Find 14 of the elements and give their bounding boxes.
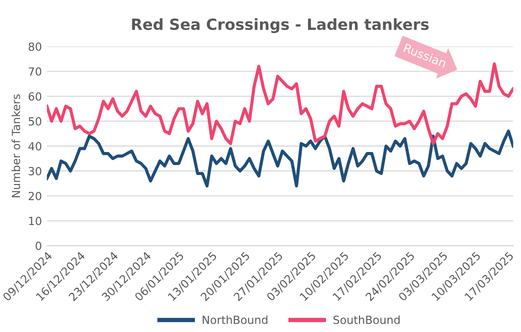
y-tick-label: 70 bbox=[28, 67, 42, 76]
y-tick-label: 60 bbox=[28, 92, 42, 101]
y-tick-label: 20 bbox=[28, 192, 42, 200]
y-tick-label: 80 bbox=[28, 42, 42, 51]
line-series bbox=[46, 130, 514, 188]
legend-label: SouthBound bbox=[333, 315, 400, 324]
chart-title: Red Sea Crossings - Laden tankers bbox=[132, 18, 429, 34]
y-tick-label: 0 bbox=[36, 242, 42, 250]
legend-label: NorthBound bbox=[202, 315, 268, 324]
y-axis-title: Number of Tankers bbox=[12, 94, 20, 198]
y-tick-label: 30 bbox=[28, 166, 42, 176]
y-tick-label: 50 bbox=[28, 117, 42, 126]
y-tick-label: 40 bbox=[28, 142, 42, 150]
y-tick-label: 10 bbox=[29, 216, 42, 226]
